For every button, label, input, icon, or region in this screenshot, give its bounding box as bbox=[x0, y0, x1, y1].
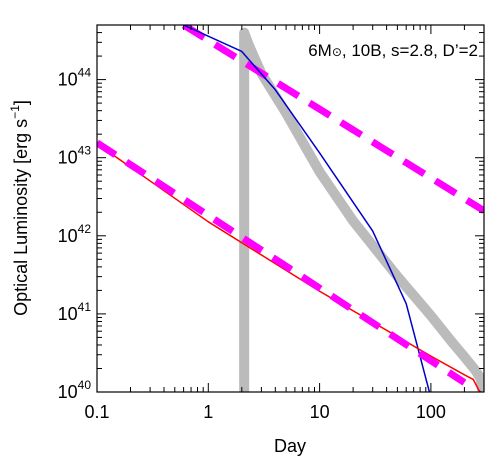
series-layer bbox=[97, 25, 484, 392]
series-line-2 bbox=[181, 25, 484, 214]
series-line-3 bbox=[183, 25, 431, 392]
series-line-1 bbox=[239, 27, 484, 392]
y-axis-label: Optical Luminosity [erg s−1] bbox=[8, 100, 31, 316]
chart-annotation: 6M⊙, 10B, s=2.8, D’=2 bbox=[308, 41, 478, 60]
y-tick-label: 1042 bbox=[58, 222, 92, 246]
y-tick-label: 1041 bbox=[58, 300, 92, 324]
x-tick-label: 0.1 bbox=[84, 402, 109, 422]
x-tick-label: 10 bbox=[310, 402, 330, 422]
series-line-5 bbox=[97, 139, 467, 386]
y-tick-label: 1040 bbox=[58, 378, 92, 402]
tick-layer: 0.1 1 10 100 1040 1041 1042 1043 1044 bbox=[58, 24, 485, 422]
plot-frame bbox=[96, 24, 485, 393]
series-line-4 bbox=[97, 143, 482, 392]
y-tick-label: 1043 bbox=[58, 144, 92, 168]
y-tick-label: 1044 bbox=[58, 66, 92, 90]
x-axis-label: Day bbox=[274, 436, 306, 456]
x-tick-label: 100 bbox=[416, 402, 446, 422]
x-tick-label: 1 bbox=[203, 402, 213, 422]
